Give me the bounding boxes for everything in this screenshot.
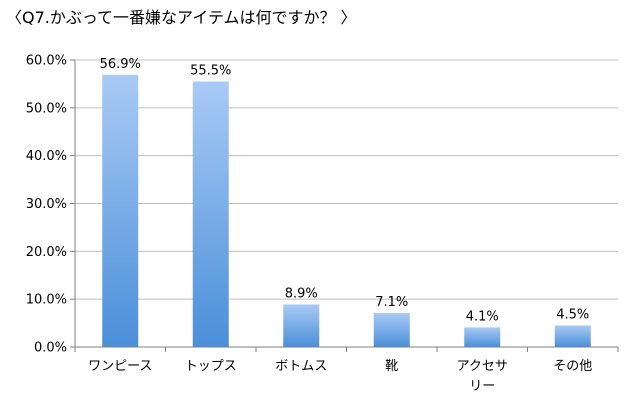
x-category-label: トップス [185,359,237,374]
data-label: 4.5% [556,307,589,322]
x-category-label: アクセサリー [457,359,508,394]
y-tick-label: 40.0% [26,149,67,164]
y-tick-label: 50.0% [26,101,67,116]
data-label: 55.5% [190,64,231,79]
y-tick-label: 0.0% [34,341,67,356]
data-label: 56.9% [100,57,141,72]
bar [464,327,501,347]
bar [554,325,591,347]
y-tick-label: 10.0% [26,293,67,308]
x-category-label: 靴 [385,359,398,374]
bar [373,313,410,347]
bar [192,81,229,348]
y-tick-label: 20.0% [26,245,67,260]
x-category-label: その他 [553,359,592,374]
bar [102,74,139,347]
data-label: 4.1% [466,309,499,324]
bar [283,304,320,347]
chart-title: 〈Q7.かぶって一番嫌なアイテムは何ですか？ 〉 [6,8,357,27]
x-category-label: ワンピース [88,359,152,374]
y-tick-label: 30.0% [26,197,67,212]
data-label: 8.9% [285,286,318,301]
data-label: 7.1% [375,295,408,310]
x-category-label: ボトムス [275,359,327,374]
y-tick-label: 60.0% [26,54,67,69]
